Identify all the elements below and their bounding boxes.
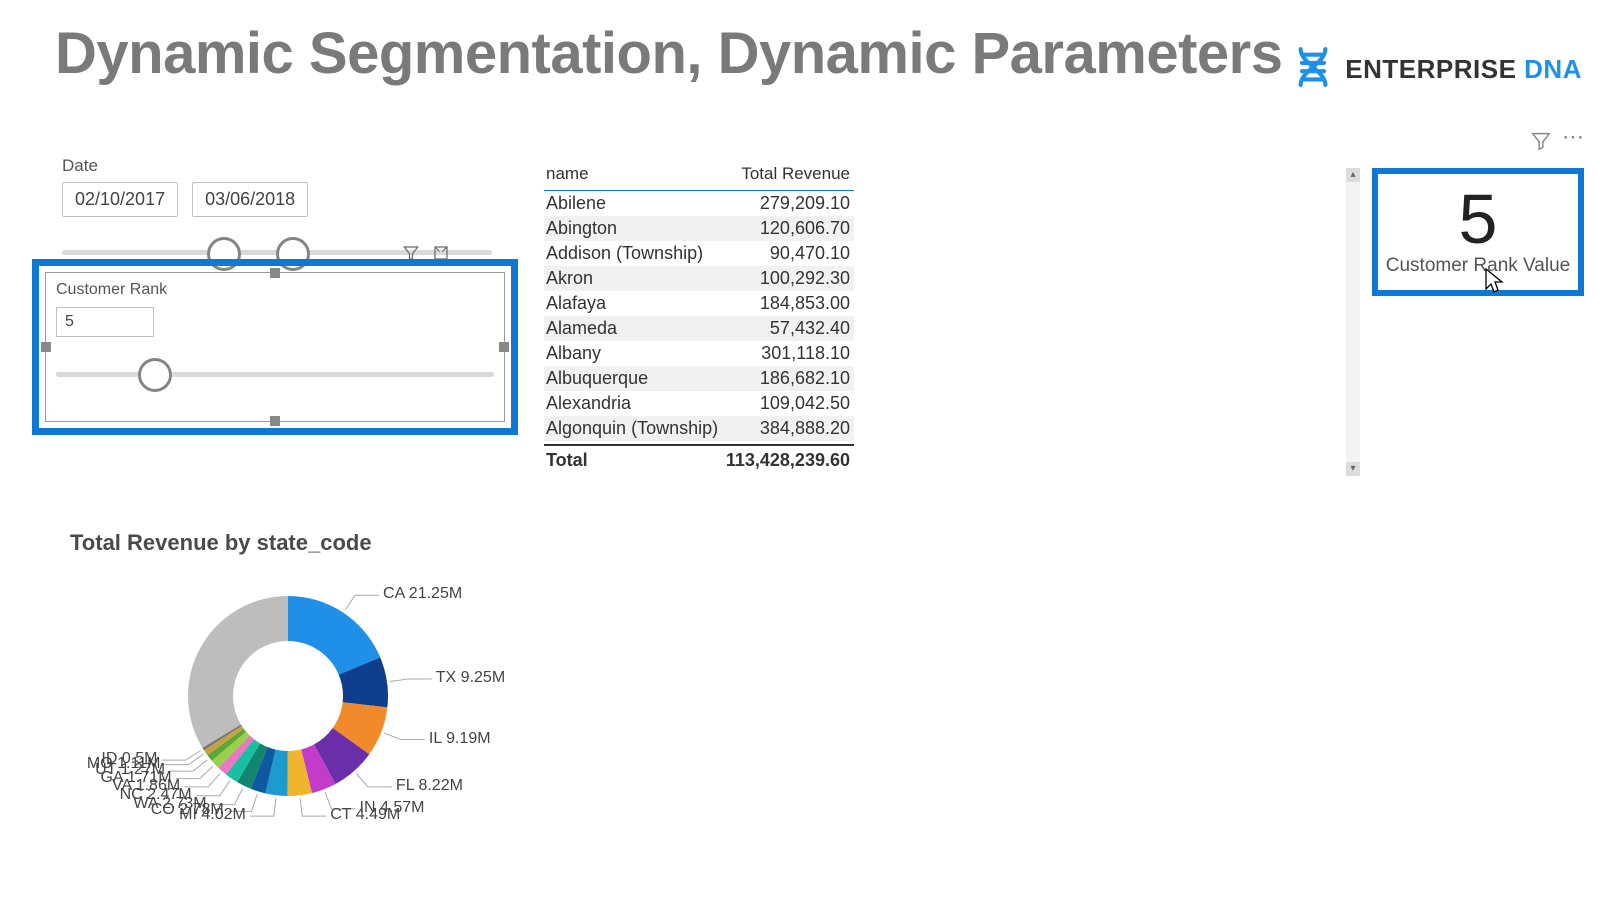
cell-name: Algonquin (Township)	[544, 418, 730, 439]
donut-label: IL 9.19M	[429, 730, 491, 748]
cell-name: Alafaya	[544, 293, 730, 314]
rank-card-value: 5	[1459, 188, 1498, 251]
table-row[interactable]: Albuquerque186,682.10	[544, 366, 854, 391]
resize-handle-right[interactable]	[499, 342, 509, 352]
resize-handle-bottom[interactable]	[270, 416, 280, 426]
donut-label: CA 21.25M	[383, 585, 462, 603]
scroll-down-icon[interactable]: ▾	[1346, 462, 1360, 476]
rank-slicer[interactable]: Customer Rank 5	[45, 272, 505, 422]
cell-value: 120,606.70	[730, 218, 854, 239]
rank-value-input[interactable]: 5	[56, 307, 154, 337]
rank-slicer-label: Customer Rank	[56, 281, 167, 299]
cell-value: 90,470.10	[730, 243, 854, 264]
table-total-row: Total 113,428,239.60	[544, 444, 854, 471]
rank-range-track	[56, 372, 494, 377]
dna-icon	[1291, 45, 1335, 94]
cell-value: 301,118.10	[730, 343, 854, 364]
donut-slice[interactable]	[288, 596, 380, 675]
date-to-input[interactable]: 03/06/2018	[192, 182, 308, 217]
scroll-track[interactable]	[1346, 182, 1360, 462]
table-row[interactable]: Alexandria109,042.50	[544, 391, 854, 416]
col-revenue[interactable]: Total Revenue	[730, 164, 854, 184]
table-header: name Total Revenue	[544, 164, 854, 191]
col-name[interactable]: name	[544, 164, 730, 184]
cell-name: Addison (Township)	[544, 243, 730, 264]
cell-value: 100,292.30	[730, 268, 854, 289]
resize-handle-left[interactable]	[41, 342, 51, 352]
table-scrollbar[interactable]: ▴ ▾	[1346, 168, 1360, 476]
cell-value: 109,042.50	[730, 393, 854, 414]
donut-label: FL 8.22M	[396, 777, 463, 795]
total-value: 113,428,239.60	[726, 450, 854, 471]
table-row[interactable]: Alameda57,432.40	[544, 316, 854, 341]
page-title: Dynamic Segmentation, Dynamic Parameters	[55, 20, 1282, 87]
cell-value: 184,853.00	[730, 293, 854, 314]
cell-name: Alexandria	[544, 393, 730, 414]
brand-logo: ENTERPRISE DNA	[1291, 45, 1582, 94]
brand-company: ENTERPRISE	[1345, 54, 1516, 84]
cell-value: 57,432.40	[730, 318, 854, 339]
table-row[interactable]: Abilene279,209.10	[544, 191, 854, 216]
cell-name: Akron	[544, 268, 730, 289]
cell-value: 384,888.20	[730, 418, 854, 439]
table-row[interactable]: Akron100,292.30	[544, 266, 854, 291]
rank-range-bar[interactable]	[56, 358, 494, 390]
cell-name: Abington	[544, 218, 730, 239]
cell-name: Albany	[544, 343, 730, 364]
rank-card[interactable]: 5 Customer Rank Value	[1372, 168, 1584, 296]
revenue-table[interactable]: name Total Revenue Abilene279,209.10Abin…	[544, 164, 854, 471]
donut-label: CT 4.49M	[330, 806, 400, 824]
date-from-input[interactable]: 02/10/2017	[62, 182, 178, 217]
cell-value: 186,682.10	[730, 368, 854, 389]
date-slicer-label: Date	[62, 156, 492, 176]
rank-slicer-selected[interactable]: Customer Rank 5	[32, 259, 518, 435]
total-label: Total	[544, 450, 726, 471]
donut-slice[interactable]	[188, 596, 288, 748]
donut-label: TX 9.25M	[436, 669, 505, 687]
cell-name: Abilene	[544, 193, 730, 214]
resize-handle-top[interactable]	[270, 268, 280, 278]
table-row[interactable]: Addison (Township)90,470.10	[544, 241, 854, 266]
rank-card-label: Customer Rank Value	[1386, 255, 1570, 277]
table-row[interactable]: Albany301,118.10	[544, 341, 854, 366]
scroll-up-icon[interactable]: ▴	[1346, 168, 1360, 182]
table-row[interactable]: Alafaya184,853.00	[544, 291, 854, 316]
cell-name: Alameda	[544, 318, 730, 339]
filter-icon[interactable]	[1530, 130, 1552, 157]
donut-title: Total Revenue by state_code	[70, 530, 372, 556]
rank-range-handle[interactable]	[138, 358, 172, 392]
cell-value: 279,209.10	[730, 193, 854, 214]
table-row[interactable]: Algonquin (Township)384,888.20	[544, 416, 854, 441]
revenue-donut[interactable]	[188, 576, 408, 816]
cell-name: Albuquerque	[544, 368, 730, 389]
more-icon[interactable]: ⋯	[1562, 130, 1586, 157]
table-row[interactable]: Abington120,606.70	[544, 216, 854, 241]
brand-product: DNA	[1524, 54, 1582, 84]
donut-label: ID 0.5M	[101, 750, 157, 768]
